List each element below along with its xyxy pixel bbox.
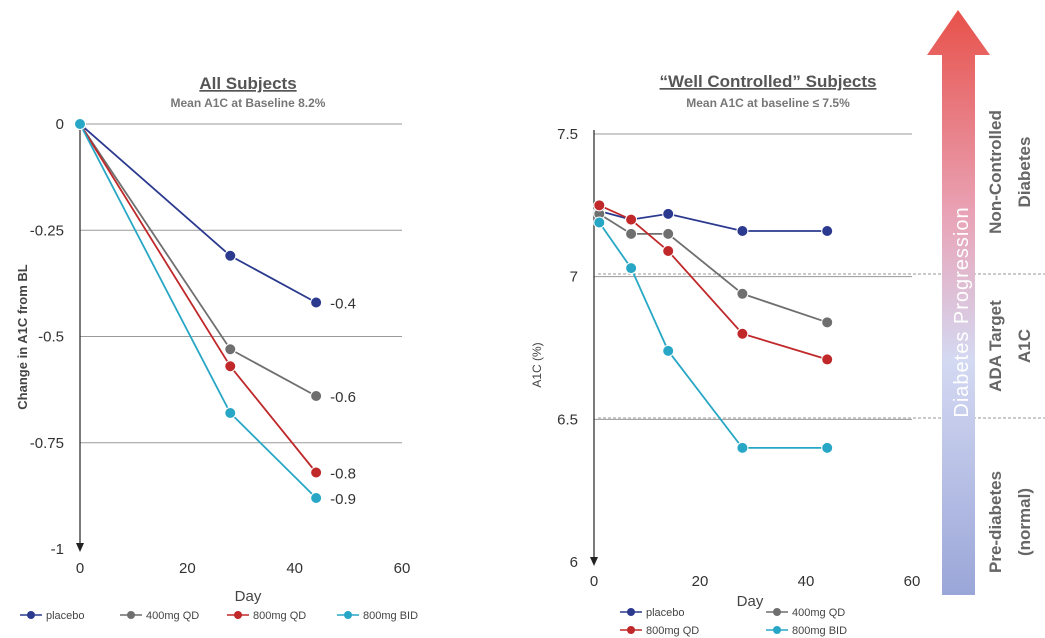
chart-right-grid [594,133,912,420]
zone-noncontrolled-line2: Diabetes [1015,137,1034,208]
left-y-tick-label: -1 [51,541,64,558]
zone-ada-target-line1: ADA Target [986,300,1005,392]
left-legend-marker [234,611,242,619]
left-y-tick-label: -0.75 [30,435,64,452]
right-y-tick-label: 7.5 [557,126,578,143]
left-series-line [79,123,317,397]
chart-left: All Subjects Mean A1C at Baseline 8.2% 0… [15,74,418,622]
right-data-point [625,262,638,275]
chart-right-subtitle: Mean A1C at baseline ≤ 7.5% [686,96,850,110]
chart-right-y-ticks: 7.5 7 6.5 6 [557,126,578,571]
right-legend-label: 800mg QD [646,625,699,637]
right-data-point [821,441,834,454]
left-x-tick-label: 0 [76,560,84,577]
right-data-point [593,216,606,229]
right-legend-marker [773,626,781,634]
left-x-tick-label: 20 [179,560,196,577]
chart-right-y-label: A1C (%) [530,342,544,387]
zone-prediabetes-line2: (normal) [1015,488,1034,556]
right-data-point [736,441,749,454]
chart-right-legend: placebo 400mg QD 800mg QD 800mg BID [620,607,847,637]
right-data-point [662,344,675,357]
chart-right: “Well Controlled” Subjects Mean A1C at b… [530,72,1045,637]
left-data-point [224,249,237,262]
left-legend-label: 400mg QD [146,610,199,622]
left-legend-marker [127,611,135,619]
right-series-line [598,221,828,449]
right-data-point [625,213,638,226]
left-data-point [310,296,323,309]
left-series-line [79,123,317,304]
chart-left-title: All Subjects [199,74,296,93]
left-data-point [224,407,237,419]
chart-right-y-axis-arrow [590,557,598,566]
right-data-point [736,225,749,238]
chart-left-y-ticks: 0 -0.25 -0.5 -0.75 -1 [30,116,64,558]
left-data-label: -0.4 [330,296,356,313]
left-y-tick-label: -0.5 [38,329,64,346]
chart-left-x-label: Day [235,588,262,605]
right-x-tick-label: 0 [590,573,598,590]
left-data-point [310,492,323,504]
chart-left-y-label: Change in A1C from BL [15,264,30,409]
right-legend-label: 800mg BID [792,625,847,637]
right-x-tick-label: 60 [904,573,921,590]
right-legend-marker [627,626,635,634]
right-legend-marker [627,608,635,616]
chart-left-subtitle: Mean A1C at Baseline 8.2% [171,96,326,110]
progression-panel: Diabetes Progression Non-Controlled Diab… [927,10,1034,595]
right-data-point [662,227,675,240]
right-y-tick-label: 7 [570,269,578,286]
right-legend-label: 400mg QD [792,607,845,619]
zone-prediabetes-line1: Pre-diabetes [986,471,1005,573]
right-data-point [736,287,749,300]
left-data-point [74,118,86,130]
chart-left-y-axis-arrow [76,543,84,552]
left-x-tick-label: 60 [394,560,411,577]
left-data-point [310,466,323,479]
left-data-label: -0.9 [330,491,356,508]
left-legend-marker [27,611,35,619]
left-data-point [310,390,323,402]
right-x-tick-label: 20 [692,573,709,590]
right-data-point [593,199,606,212]
right-data-point [736,327,749,340]
right-data-point [662,244,675,257]
left-x-tick-label: 40 [286,560,303,577]
right-data-point [821,316,834,329]
right-y-tick-label: 6.5 [557,411,578,428]
left-data-label: -0.6 [330,389,356,406]
left-legend-label: placebo [46,610,85,622]
right-data-point [625,227,638,240]
left-legend-label: 800mg QD [253,610,306,622]
left-data-point [224,360,237,373]
zone-ada-target-line2: A1C [1015,329,1034,363]
right-x-tick-label: 40 [798,573,815,590]
chart-left-grid [80,123,402,444]
left-legend-marker [344,611,352,619]
chart-right-title: “Well Controlled” Subjects [660,72,877,91]
right-y-tick-label: 6 [570,554,578,571]
right-legend-marker [773,608,781,616]
chart-left-x-ticks: 0 20 40 60 [76,560,411,577]
right-data-point [821,225,834,238]
chart-left-legend: placebo 400mg QD 800mg QD 800mg BID [20,610,418,622]
left-data-point [224,343,237,356]
chart-left-series: -0.4 -0.6 -0.8 -0.9 [74,118,356,508]
chart-right-series [593,199,834,454]
left-legend-label: 800mg BID [363,610,418,622]
right-data-point [662,207,675,220]
left-data-label: -0.8 [330,466,356,483]
left-y-tick-label: -0.25 [30,222,64,239]
right-legend-label: placebo [646,607,685,619]
right-data-point [821,353,834,366]
zone-noncontrolled-line1: Non-Controlled [986,110,1005,234]
left-y-tick-label: 0 [56,116,64,133]
chart-right-x-label: Day [737,593,764,610]
chart-right-x-ticks: 0 20 40 60 [590,573,921,590]
progression-arrow [927,10,990,595]
progression-arrow-label: Diabetes Progression [951,206,973,417]
